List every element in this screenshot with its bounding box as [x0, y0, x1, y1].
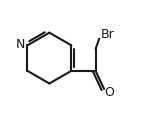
Text: Br: Br	[101, 28, 115, 41]
Text: N: N	[16, 38, 25, 51]
Text: O: O	[104, 86, 114, 99]
